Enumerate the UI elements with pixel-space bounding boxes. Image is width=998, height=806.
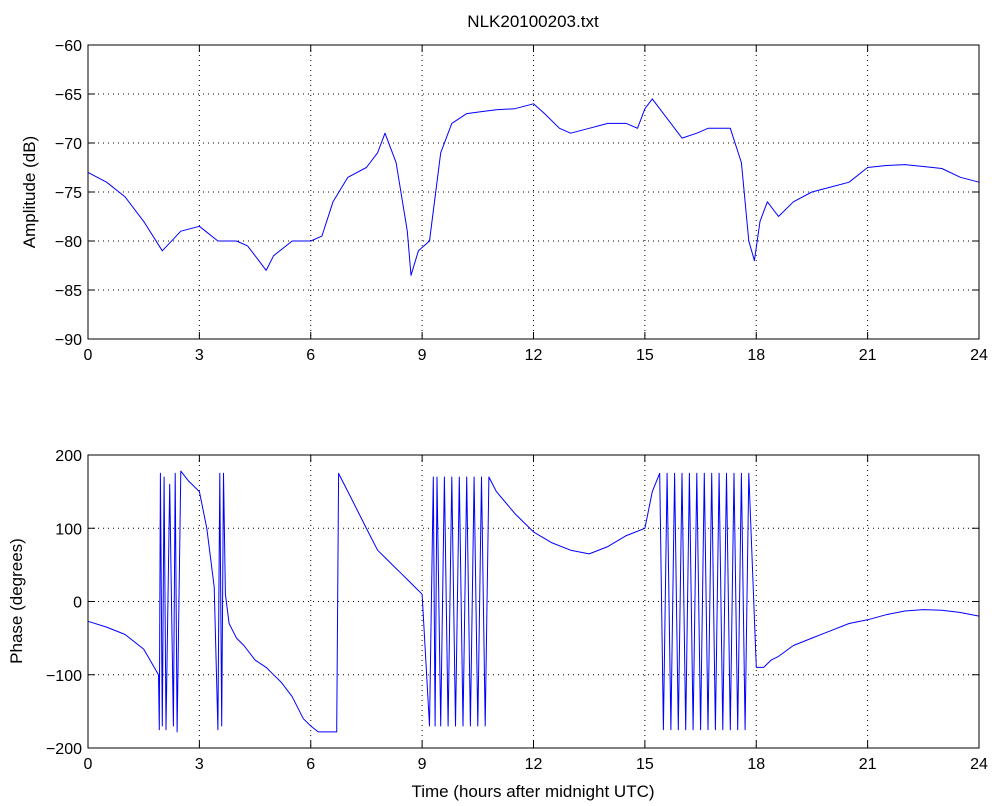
x-tick-label: 6: [306, 756, 315, 773]
amplitude-ticks: 0 3 6 9 12 15 18 21 24 −90 −85 −80 −75 −70 −65 −60: [55, 38, 988, 364]
y-tick-label: 0: [73, 595, 82, 612]
y-tick-label: −90: [55, 332, 82, 349]
phase-plot-frame: [87, 454, 980, 749]
y-tick-label: −200: [46, 741, 82, 758]
y-tick-label: −100: [46, 668, 82, 685]
x-tick-label: 21: [859, 756, 877, 773]
amplitude-plot-frame: [87, 44, 980, 340]
x-tick-label: 3: [195, 347, 204, 364]
y-tick-label: −60: [55, 38, 82, 55]
x-tick-label: 24: [970, 347, 988, 364]
y-tick-label: 100: [55, 521, 82, 538]
x-tick-label: 15: [636, 347, 654, 364]
x-tick-label: 12: [525, 756, 543, 773]
amplitude-y-axis-label: Amplitude (dB): [20, 136, 39, 248]
x-tick-label: 0: [84, 347, 93, 364]
y-tick-label: −85: [55, 283, 82, 300]
amplitude-panel: NLK20100203.txt 0 3 6 9 12 15 18 21 24 −90 −85 −80 −…: [20, 12, 988, 364]
series-line: [87, 98, 980, 276]
phase-grid: [88, 455, 979, 748]
x-tick-label: 18: [747, 347, 765, 364]
x-tick-label: 3: [195, 756, 204, 773]
phase-ticks: 0 3 6 9 12 15 18 21 24 −200 −100 0 100 200: [46, 448, 988, 773]
y-tick-label: −75: [55, 185, 82, 202]
phase-y-axis-label: Phase (degrees): [7, 538, 26, 664]
series-line: [87, 470, 980, 733]
phase-panel: 0 3 6 9 12 15 18 21 24 −200 −100 0 100 200 Phase (deg…: [7, 448, 988, 801]
amplitude-series: [87, 98, 980, 276]
y-tick-label: −65: [55, 87, 82, 104]
y-tick-label: −70: [55, 136, 82, 153]
y-tick-label: −80: [55, 234, 82, 251]
x-tick-label: 6: [306, 347, 315, 364]
x-tick-label: 24: [970, 756, 988, 773]
x-tick-label: 0: [84, 756, 93, 773]
amplitude-grid: [88, 45, 979, 339]
x-tick-label: 9: [418, 347, 427, 364]
y-tick-label: 200: [55, 448, 82, 465]
phase-series: [87, 470, 980, 733]
x-tick-label: 21: [859, 347, 877, 364]
x-tick-label: 9: [418, 756, 427, 773]
x-tick-label: 12: [525, 347, 543, 364]
phase-x-axis-label: Time (hours after midnight UTC): [411, 782, 654, 801]
x-tick-label: 15: [636, 756, 654, 773]
chart-title: NLK20100203.txt: [467, 12, 599, 31]
x-tick-label: 18: [747, 756, 765, 773]
